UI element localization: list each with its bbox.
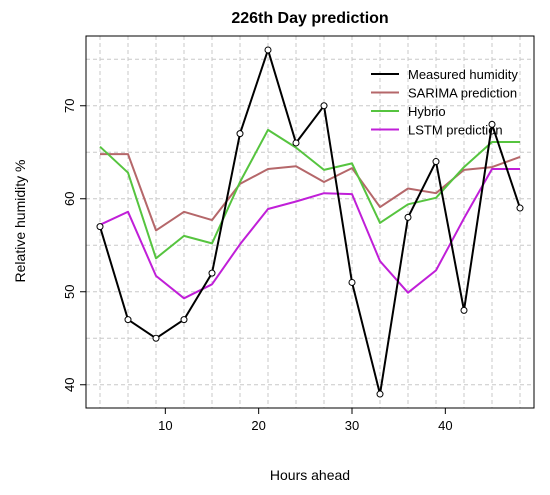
data-point (516, 204, 524, 212)
series-line (99, 48, 521, 396)
data-point (180, 316, 188, 324)
legend: Measured humidity SARIMA prediction Hybrio… (371, 67, 518, 138)
grid (86, 36, 534, 408)
y-tick-label: 60 (62, 192, 77, 206)
data-point (292, 139, 300, 147)
y-axis-label: Relative humidity % (12, 160, 28, 283)
data-point (96, 223, 104, 231)
series-line (100, 153, 521, 232)
data-point (348, 278, 356, 286)
x-tick-label: 20 (251, 418, 265, 433)
legend-label: LSTM prediction (408, 123, 503, 138)
series-line (99, 128, 520, 260)
x-tick-label: 40 (438, 418, 452, 433)
data-point (124, 316, 132, 324)
y-tick-label: 70 (62, 99, 77, 113)
y-tick-label: 40 (62, 378, 77, 392)
data-point (152, 334, 160, 342)
x-tick-label: 30 (345, 418, 359, 433)
x-axis-label: Hours ahead (270, 467, 350, 483)
legend-label: SARIMA prediction (408, 86, 517, 101)
data-point (404, 213, 412, 221)
data-point (432, 158, 440, 166)
x-tick-label: 10 (158, 418, 172, 433)
plot-frame (85, 35, 535, 409)
data-point (488, 120, 496, 128)
legend-label: Measured humidity (408, 67, 518, 82)
data-point (376, 390, 384, 398)
axes: 10 20 30 40 40 50 60 70 (62, 99, 453, 433)
data-point (320, 102, 328, 110)
y-tick-label: 50 (62, 285, 77, 299)
legend-label: Hybrio (408, 104, 446, 119)
series-lines (96, 46, 524, 398)
data-point (236, 130, 244, 138)
data-point (460, 306, 468, 314)
data-point (264, 46, 272, 54)
data-point (208, 269, 216, 277)
chart-title: 226th Day prediction (231, 10, 388, 27)
series-line (99, 168, 520, 300)
